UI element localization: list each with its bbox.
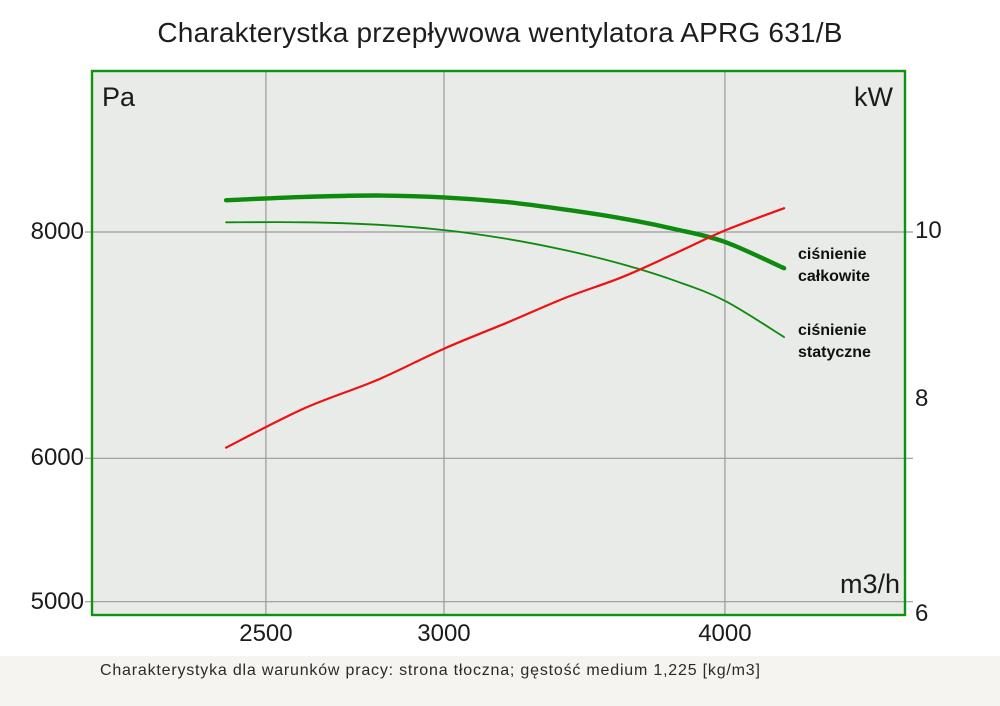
series-label-line: ciśnienie xyxy=(798,246,867,263)
tick-label-kw-6: 6 xyxy=(915,600,929,627)
plot-background xyxy=(91,70,906,616)
plot-border xyxy=(90,69,907,617)
tick-label-pa-5000: 5000 xyxy=(30,587,84,615)
chart-caption: Charakterystyka dla warunków pracy: stro… xyxy=(100,662,761,679)
tick-label-kw-10: 10 xyxy=(915,216,942,244)
right-axis-unit-label: kW xyxy=(854,82,893,112)
curve-total-pressure xyxy=(223,193,787,271)
left-axis-unit-label: Pa xyxy=(102,82,136,112)
curve-power xyxy=(225,207,786,449)
tick-label-pa-6000: 6000 xyxy=(30,444,84,472)
series-label-total-pressure: ciśnienie całkowite xyxy=(798,244,870,288)
caption-background-strip xyxy=(0,656,1000,706)
tick-label-flow-3000: 3000 xyxy=(417,620,471,647)
curve-static-pressure xyxy=(225,221,785,338)
series-label-line: ciśnienie xyxy=(798,322,867,339)
series-label-line: całkowite xyxy=(798,268,871,285)
series-label-static-pressure: ciśnienie statyczne xyxy=(798,320,871,364)
tick-label-pa-8000: 8000 xyxy=(30,218,84,246)
tick-label-flow-4000: 4000 xyxy=(698,620,752,647)
chart-title: Charakterystka przepływowa wentylatora A… xyxy=(157,17,843,48)
series-label-line: statyczne xyxy=(798,344,871,361)
x-axis-unit-label: m3/h xyxy=(839,569,900,599)
tick-label-kw-8: 8 xyxy=(915,384,929,412)
tick-label-flow-2500: 2500 xyxy=(239,620,293,647)
